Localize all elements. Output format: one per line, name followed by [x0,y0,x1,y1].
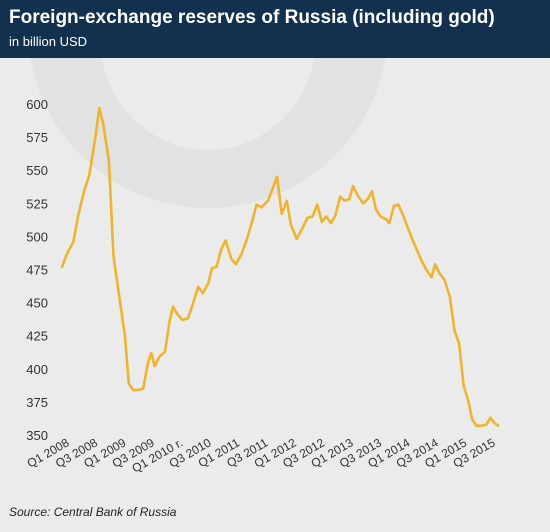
y-axis-ticks: 350 375 400 425 450 475 500 525 550 575 600 [26,97,48,443]
chart-title: Foreign-exchange reserves of Russia (inc… [9,7,495,28]
y-tick-label: 375 [26,395,48,410]
reserves-series-line [60,106,500,427]
y-tick-label: 425 [26,329,48,344]
y-tick-label: 525 [26,196,48,211]
y-tick-label: 550 [26,163,48,178]
y-tick-label: 600 [26,97,48,112]
y-tick-label: 475 [26,263,48,278]
y-tick-label: 400 [26,362,48,377]
source-note: Source: Central Bank of Russia [9,505,177,519]
chart-subtitle: in billion USD [9,34,88,49]
chart-header: Foreign-exchange reserves of Russia (inc… [0,0,550,58]
y-tick-label: 500 [26,229,48,244]
y-tick-label: 450 [26,296,48,311]
y-tick-label: 575 [26,130,48,145]
watermark-ring [30,58,386,208]
y-tick-label: 350 [26,428,48,443]
watermark-logo [30,58,386,208]
reserves-line-chart: 350 375 400 425 450 475 500 525 550 575 600 Q1 200… [25,58,500,476]
